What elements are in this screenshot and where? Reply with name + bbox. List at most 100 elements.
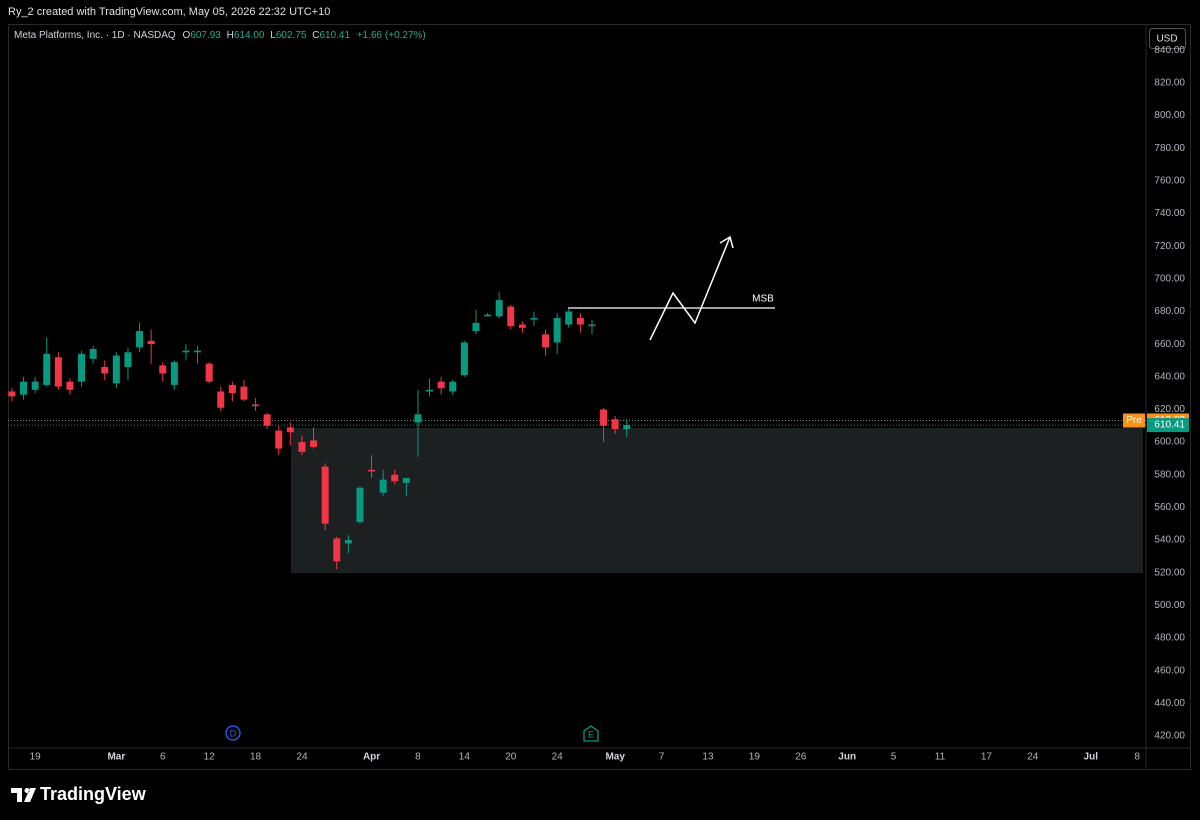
- candle-body: [298, 442, 306, 452]
- candle-body: [518, 324, 526, 328]
- candle: [170, 360, 178, 390]
- candle: [437, 376, 445, 395]
- candle-body: [147, 340, 155, 345]
- symbol: Meta Platforms, Inc. · 1D · NASDAQ: [14, 30, 176, 41]
- annotation: MSB: [752, 294, 774, 305]
- candle: [611, 415, 619, 434]
- currency[interactable]: USD: [1156, 34, 1177, 45]
- attribution: Ry_2 created with TradingView.com, May 0…: [8, 6, 330, 18]
- x-tick-label: 24: [1027, 752, 1039, 763]
- candle-body: [356, 487, 364, 523]
- candle-body: [124, 352, 132, 367]
- candle: [623, 419, 631, 438]
- x-tick-label: 5: [891, 752, 897, 763]
- candle-body: [240, 386, 248, 400]
- ohlc-value: 614.00: [234, 30, 265, 41]
- candle: [530, 311, 538, 327]
- candle: [553, 313, 561, 354]
- event-label[interactable]: D: [230, 728, 237, 738]
- candle: [460, 340, 468, 377]
- candle: [43, 337, 51, 387]
- candle-body: [252, 404, 260, 407]
- logo: TradingView: [11, 784, 147, 804]
- candle-body: [321, 466, 329, 524]
- candle-body: [414, 414, 422, 423]
- change: +1.66 (+0.27%): [357, 30, 426, 41]
- event-label[interactable]: E: [588, 729, 594, 739]
- candle: [310, 427, 318, 449]
- arrow-head: [719, 235, 734, 249]
- candle-body: [205, 363, 213, 382]
- candle-body: [217, 391, 225, 408]
- candle: [275, 425, 283, 456]
- candle: [518, 321, 526, 333]
- candle: [124, 347, 132, 381]
- candle: [321, 463, 329, 531]
- y-tick-label: 560.00: [1154, 502, 1185, 513]
- x-tick-label: 14: [459, 752, 471, 763]
- candle: [205, 362, 213, 384]
- candle: [101, 360, 109, 381]
- candle-body: [194, 350, 202, 353]
- candle-body: [136, 331, 144, 348]
- currency-button[interactable]: [1149, 28, 1186, 49]
- x-tick-label: Jun: [838, 752, 856, 763]
- x-tick-label: 24: [296, 752, 308, 763]
- ohlc-value: 602.75: [276, 30, 307, 41]
- candle-body: [228, 384, 236, 394]
- candle-body: [275, 430, 283, 449]
- x-tick-label: 8: [415, 752, 421, 763]
- x-tick-label: 7: [659, 752, 665, 763]
- candle-body: [54, 357, 62, 387]
- candle-body: [588, 324, 596, 327]
- y-tick-label: 440.00: [1154, 698, 1185, 709]
- candle: [600, 407, 608, 443]
- candle-body: [379, 479, 387, 493]
- x-tick-label: 6: [160, 752, 166, 763]
- earnings-marker[interactable]: [583, 725, 599, 742]
- y-tick-label: 540.00: [1154, 535, 1185, 546]
- last-price-value: 610.41: [1154, 420, 1185, 431]
- candle: [228, 381, 236, 402]
- last-price-badge: [1147, 418, 1189, 433]
- candle: [240, 380, 248, 402]
- candle-body: [507, 306, 515, 327]
- y-tick-label: 480.00: [1154, 633, 1185, 644]
- ohlc-label: H: [227, 30, 234, 41]
- x-tick-label: 18: [250, 752, 262, 763]
- candle: [286, 422, 294, 446]
- candle: [542, 329, 550, 356]
- projection-path: [649, 236, 731, 341]
- candle-body: [542, 334, 550, 348]
- candle: [78, 350, 86, 387]
- candle-body: [286, 427, 294, 433]
- candle-body: [159, 365, 167, 374]
- x-tick-label: 8: [1134, 752, 1140, 763]
- ohlc-label: L: [270, 30, 276, 41]
- candle-body: [263, 414, 271, 426]
- candle-body: [20, 381, 28, 395]
- candle-body: [310, 440, 318, 447]
- candle-body: [565, 311, 573, 325]
- ohlc-label: C: [312, 30, 319, 41]
- candle-body: [391, 474, 399, 482]
- candle-body: [112, 355, 120, 384]
- y-tick-label: 680.00: [1154, 306, 1185, 317]
- y-tick-label: 800.00: [1154, 110, 1185, 121]
- premarket-tag-label: Pre: [1126, 415, 1142, 426]
- candle-body: [600, 409, 608, 426]
- premarket-tag: [1123, 413, 1145, 428]
- x-tick-label: 19: [30, 752, 42, 763]
- y-tick-label: 740.00: [1154, 208, 1185, 219]
- candle: [426, 378, 434, 397]
- y-tick-label: 460.00: [1154, 665, 1185, 676]
- dividend-marker[interactable]: [225, 725, 241, 741]
- candle: [507, 304, 515, 330]
- candle: [344, 535, 352, 554]
- candle: [356, 486, 364, 524]
- candle: [576, 313, 584, 333]
- candle-body: [460, 342, 468, 376]
- candle: [194, 345, 202, 364]
- candle: [484, 313, 492, 317]
